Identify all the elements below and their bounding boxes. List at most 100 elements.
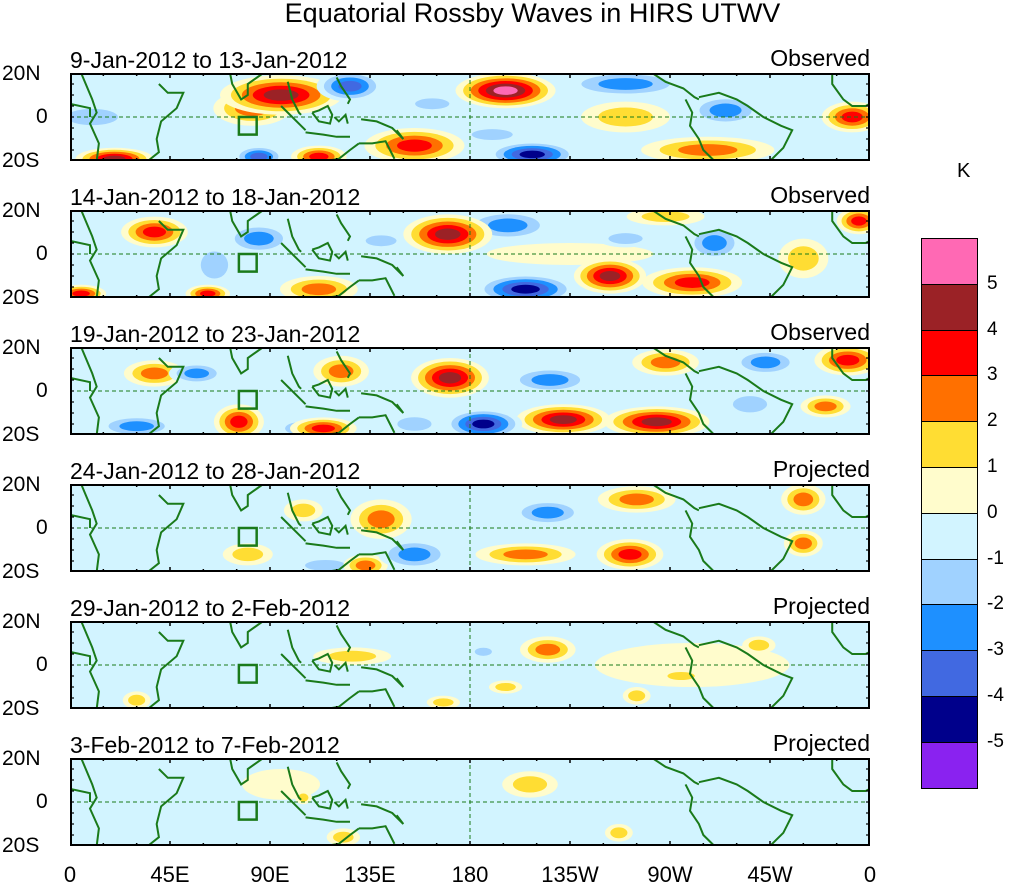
coastline <box>280 653 307 679</box>
y-tick-label: 20S <box>2 286 40 309</box>
contour-shell <box>678 144 738 156</box>
contour-shell <box>103 766 215 802</box>
negative-anomaly <box>597 229 654 248</box>
coastline <box>335 761 352 790</box>
coastline <box>286 492 302 527</box>
contour-shell <box>398 547 431 562</box>
contour-shell <box>397 139 432 152</box>
negative-anomaly <box>511 499 584 526</box>
positive-anomaly <box>313 647 392 665</box>
positive-anomaly <box>781 484 826 515</box>
y-tick-label: 20N <box>2 199 41 222</box>
negative-anomaly <box>689 95 762 126</box>
positive-anomaly <box>596 539 664 570</box>
contour-shell <box>836 354 860 366</box>
anomaly-map <box>70 347 870 435</box>
coastline <box>335 487 352 516</box>
y-tick-label: 0 <box>36 653 48 676</box>
coastline <box>280 790 307 816</box>
y-tick-label: 20N <box>2 62 41 85</box>
positive-anomaly <box>403 214 493 254</box>
coastline <box>333 112 349 124</box>
contour-shell <box>119 421 154 432</box>
colorbar-swatch <box>921 376 978 423</box>
contour-shell <box>438 372 462 384</box>
panel-status-label: Projected <box>772 593 870 619</box>
colorbar-level-label: -2 <box>987 593 1004 615</box>
coastline <box>684 646 716 709</box>
positive-anomaly <box>605 824 633 842</box>
colorbar-level-label: 2 <box>987 410 998 432</box>
contour-shell <box>641 211 690 223</box>
contour-shell <box>184 368 210 379</box>
map-frame <box>70 758 870 846</box>
contour-shell <box>650 356 681 369</box>
chart-title: Equatorial Rossby Waves in HIRS UTWV <box>284 0 781 28</box>
map-frame <box>70 210 870 298</box>
contour-shell <box>365 235 397 247</box>
contour-shell <box>200 251 229 279</box>
y-tick-label: 20S <box>2 560 40 583</box>
contour-shell <box>549 415 577 424</box>
coastline <box>684 509 716 572</box>
contour-shell <box>760 123 838 155</box>
coastline <box>358 688 396 708</box>
coastline <box>651 73 700 101</box>
x-tick-label: 135W <box>541 862 599 887</box>
panel-period-label: 24-Jan-2012 to 28-Jan-2012 <box>70 458 361 484</box>
y-tick-label: 20N <box>2 747 41 770</box>
coastline <box>311 515 334 536</box>
map-frame <box>70 484 870 572</box>
y-tick-label: 20S <box>2 697 40 720</box>
contour-shell <box>291 503 316 518</box>
positive-anomaly <box>603 406 710 435</box>
negative-anomaly <box>564 73 687 98</box>
coastline <box>286 81 302 116</box>
colorbar-level-label: 5 <box>987 272 998 294</box>
colorbar-swatch <box>921 467 978 514</box>
positive-anomaly <box>836 210 870 235</box>
negative-anomaly <box>764 810 798 829</box>
colorbar-swatch <box>921 605 978 652</box>
negative-anomaly <box>469 645 498 659</box>
coastline <box>358 825 396 845</box>
positive-anomaly <box>658 669 704 683</box>
coastline <box>335 76 352 105</box>
coastline <box>360 118 405 140</box>
negative-anomaly <box>475 273 576 298</box>
positive-anomaly <box>488 680 523 694</box>
positive-anomaly <box>122 691 151 709</box>
coastline <box>360 255 405 277</box>
negative-anomaly <box>404 95 460 113</box>
colorbar-level-label: -3 <box>987 639 1004 661</box>
reference-box <box>237 800 258 821</box>
panel-period-label: 3-Feb-2012 to 7-Feb-2012 <box>70 732 340 758</box>
positive-anomaly <box>520 636 576 663</box>
coastline <box>70 376 91 391</box>
coastline <box>333 660 349 672</box>
contour-shell <box>361 347 428 374</box>
y-tick-label: 20S <box>2 423 40 446</box>
contour-shell <box>641 417 672 427</box>
negative-anomaly <box>316 73 384 102</box>
contour-shell <box>244 231 274 246</box>
contour-shell <box>815 658 870 685</box>
colorbar-swatch <box>921 284 978 331</box>
colorbar-level-label: -4 <box>987 685 1004 706</box>
coastline <box>305 816 350 823</box>
contour-shell <box>70 658 126 694</box>
reference-box <box>237 389 258 410</box>
positive-anomaly <box>313 355 369 387</box>
coastline <box>286 355 302 390</box>
positive-anomaly <box>502 771 558 798</box>
contour-shell <box>128 694 146 706</box>
colorbar-swatch <box>921 651 978 697</box>
coastline <box>311 104 334 125</box>
contour-shell <box>681 484 748 506</box>
coastline <box>651 210 700 238</box>
positive-anomaly <box>641 136 775 161</box>
coastline <box>80 73 100 161</box>
contour-shell <box>793 492 814 507</box>
panel-period-label: 29-Jan-2012 to 2-Feb-2012 <box>70 595 351 621</box>
contour-shell <box>702 235 727 251</box>
